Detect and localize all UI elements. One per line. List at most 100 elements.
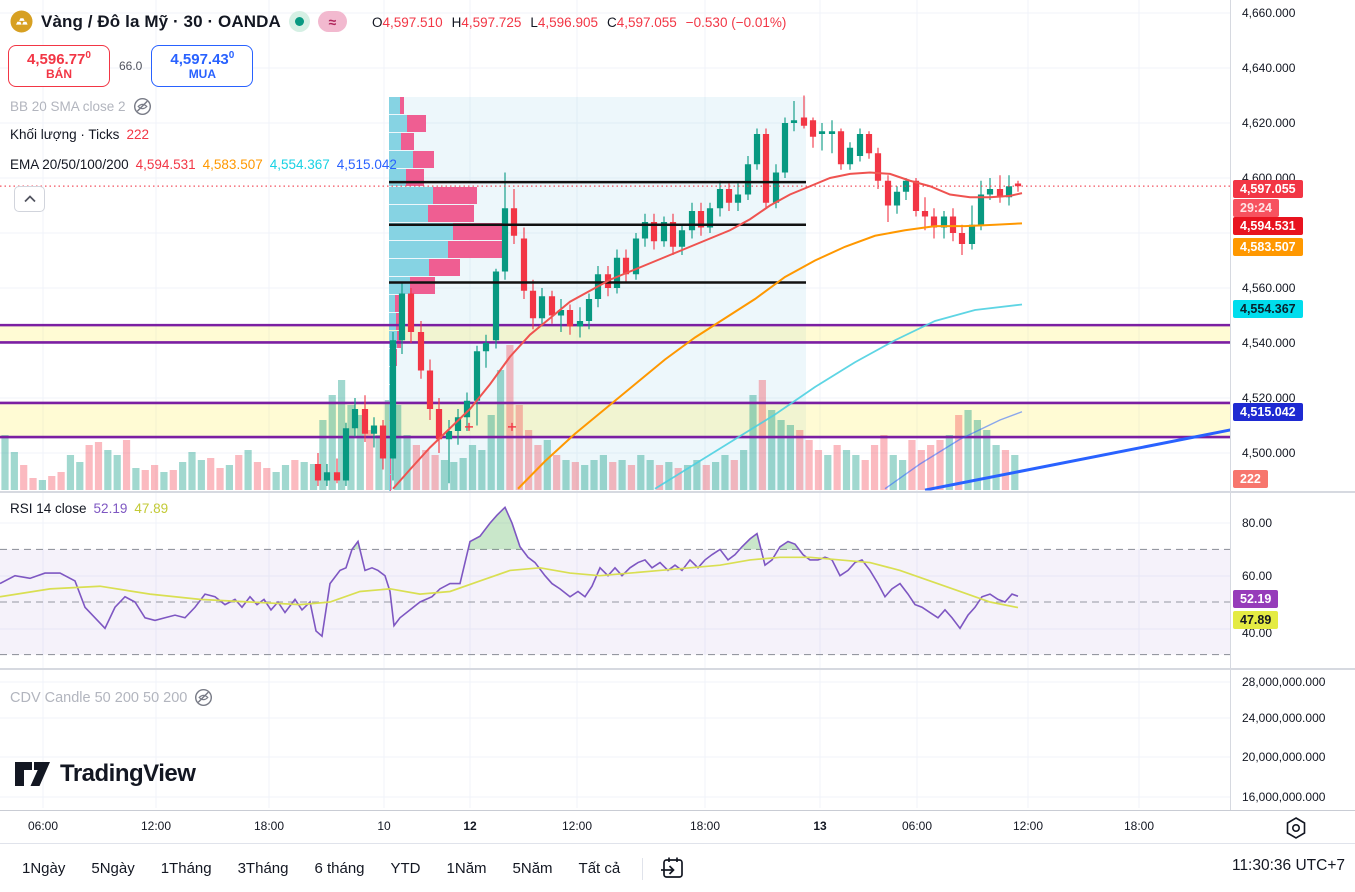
candle-body [921,211,929,217]
candle-body [351,409,359,429]
symbol-title[interactable]: Vàng / Đô la Mỹ · 30 · OANDA [41,11,281,31]
volume-bar [683,465,692,490]
candle-body [342,428,350,481]
volume-bar [665,462,673,490]
candle-body [753,134,761,165]
ema20-value: 4,594.531 [135,157,196,172]
rsi-label: RSI 14 close [10,501,87,516]
volume-profile-sell-bar [407,115,426,132]
volume-bar [244,450,252,490]
range-button-5ngày[interactable]: 5Ngày [91,860,135,877]
chart-region[interactable]: Vàng / Đô la Mỹ · 30 · OANDA ≈ O4,597.51… [0,0,1230,810]
candle-body [930,216,938,228]
price-scale-label: 40.00 [1242,626,1273,640]
volume-bar [525,430,533,490]
symbol-header: Vàng / Đô la Mỹ · 30 · OANDA ≈ [10,10,347,33]
volume-bar [94,442,103,490]
cdv-label: CDV Candle 50 200 50 200 [10,689,188,706]
volume-bar [141,470,149,490]
range-button-1năm[interactable]: 1Năm [446,860,487,877]
volume-bar [151,465,159,490]
volume-bar [253,462,262,490]
rsi-overbought-fill [778,541,799,550]
legend-ema[interactable]: EMA 20/50/100/200 4,594.531 4,583.507 4,… [10,157,397,172]
tradingview-logo[interactable]: TradingView [14,760,196,788]
rsi-layer [0,505,1019,638]
sell-button[interactable]: 4,596.770 BÁN [8,45,110,87]
eye-hidden-icon[interactable] [133,97,152,116]
volume-bar [833,445,841,490]
collapse-legend-button[interactable] [14,186,45,212]
time-axis-label: 18:00 [1123,819,1155,833]
go-to-date-icon[interactable] [659,855,686,882]
price-zone-band [0,325,1230,343]
candle-body [501,208,509,272]
candle-body [613,257,621,288]
candle-body [463,400,471,418]
pane-separator[interactable] [0,668,1355,670]
candle-body [1014,183,1022,187]
range-button-ytd[interactable]: YTD [390,860,421,877]
price-scale-label: 4,560.000 [1242,281,1296,295]
legend-volume[interactable]: Khối lượng · Ticks 222 [10,127,149,142]
range-button-5năm[interactable]: 5Năm [512,860,553,877]
price-scale-label: 16,000,000.000 [1242,790,1326,804]
candle-body [893,191,901,206]
price-scale-badge: 4,583.507 [1233,238,1303,256]
candle-body [473,351,481,401]
volume-bar [384,400,392,490]
scale-settings-gear-icon[interactable] [1283,815,1309,841]
ohlc-high: H4,597.725 [451,15,522,30]
market-status-icon[interactable] [288,11,310,32]
volume-profile-sell-bar [390,457,391,474]
volume-bar [57,472,65,490]
range-button-1tháng[interactable]: 1Tháng [160,860,212,877]
volume-bar [328,395,336,490]
volume-bar [693,460,701,490]
range-button-1ngày[interactable]: 1Ngày [22,860,66,877]
volume-bar [637,455,645,490]
volume-bar [487,415,495,490]
volume-bar [908,440,916,490]
rsi-overbought-fill [739,533,761,550]
legend-cdv[interactable]: CDV Candle 50 200 50 200 [10,688,213,707]
volume-profile-buy-bar [389,475,390,492]
candle-body [398,293,406,341]
candle-body [435,409,443,440]
legend-bb[interactable]: BB 20 SMA close 2 [10,97,152,116]
tradingview-wordmark: TradingView [60,760,196,787]
candle-body [856,134,864,156]
price-scale-label: 80.00 [1242,516,1273,530]
volume-profile-buy-bar [389,457,390,474]
legend-rsi[interactable]: RSI 14 close 52.19 47.89 [10,501,168,516]
buy-button[interactable]: 4,597.430 MUA [151,45,254,87]
candle-body [968,224,976,244]
volume-bar [964,410,972,490]
time-axis-label: 13 [813,819,827,833]
range-button-3tháng[interactable]: 3Tháng [237,860,289,877]
price-zone-band [0,402,1230,438]
range-button-tất-cả[interactable]: Tất cả [578,860,621,877]
volume-bar [945,435,953,490]
eye-hidden-icon[interactable] [194,688,213,707]
volume-bar [113,455,121,490]
volume-profile-sell-bar [390,475,391,492]
rsi-ma-value: 47.89 [134,501,169,516]
candle-body [977,194,985,225]
time-axis[interactable]: 06:00 12:00 18:00 10 12 12:00 18:00 13 06:00 12:0… [0,810,1355,844]
approx-values-icon[interactable]: ≈ [317,11,347,32]
price-scale[interactable]: 4,660.000 4,640.000 4,620.000 4,600.000 4,56… [1230,0,1355,810]
volume-profile-buy-bar [389,295,395,312]
volume-bar [20,465,28,490]
ema200-line [884,411,1023,490]
clock[interactable]: 11:30:36 UTC+7 [1231,857,1345,874]
price-scale-badge: 52.19 [1233,590,1279,608]
chart-canvas[interactable] [0,0,1230,810]
volume-bar [48,476,56,490]
candle-body [996,189,1004,198]
volume-bar [973,420,981,490]
pane-separator[interactable] [0,491,1355,493]
blue-trendline[interactable] [924,428,1230,491]
range-button-6-tháng[interactable]: 6 tháng [314,860,365,877]
ema200-value: 4,515.042 [336,157,397,172]
